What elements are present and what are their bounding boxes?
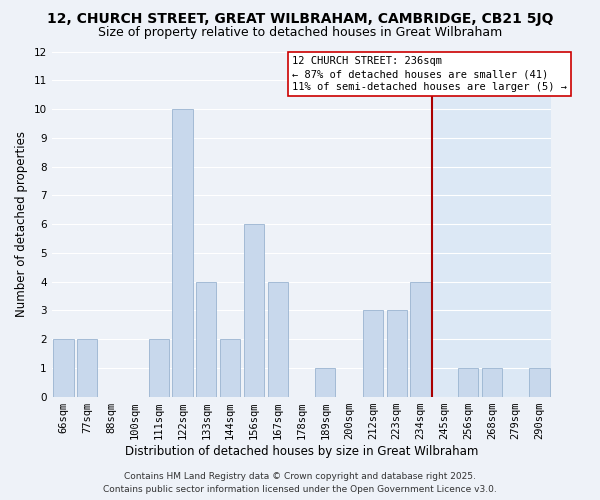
- Bar: [149, 339, 169, 396]
- Text: 12, CHURCH STREET, GREAT WILBRAHAM, CAMBRIDGE, CB21 5JQ: 12, CHURCH STREET, GREAT WILBRAHAM, CAMB…: [47, 12, 553, 26]
- Bar: [363, 310, 383, 396]
- Y-axis label: Number of detached properties: Number of detached properties: [15, 131, 28, 317]
- Bar: [482, 368, 502, 396]
- Text: Contains HM Land Registry data © Crown copyright and database right 2025.
Contai: Contains HM Land Registry data © Crown c…: [103, 472, 497, 494]
- Bar: [77, 339, 97, 396]
- Text: Size of property relative to detached houses in Great Wilbraham: Size of property relative to detached ho…: [98, 26, 502, 39]
- Bar: [315, 368, 335, 396]
- Bar: [458, 368, 478, 396]
- Bar: [410, 282, 431, 397]
- Bar: [268, 282, 288, 397]
- Bar: [196, 282, 217, 397]
- X-axis label: Distribution of detached houses by size in Great Wilbraham: Distribution of detached houses by size …: [125, 444, 478, 458]
- Text: 12 CHURCH STREET: 236sqm
← 87% of detached houses are smaller (41)
11% of semi-d: 12 CHURCH STREET: 236sqm ← 87% of detach…: [292, 56, 567, 92]
- Bar: [244, 224, 264, 396]
- Bar: [433, 52, 551, 397]
- Bar: [172, 109, 193, 397]
- Bar: [386, 310, 407, 396]
- Bar: [529, 368, 550, 396]
- Bar: [53, 339, 74, 396]
- Bar: [220, 339, 240, 396]
